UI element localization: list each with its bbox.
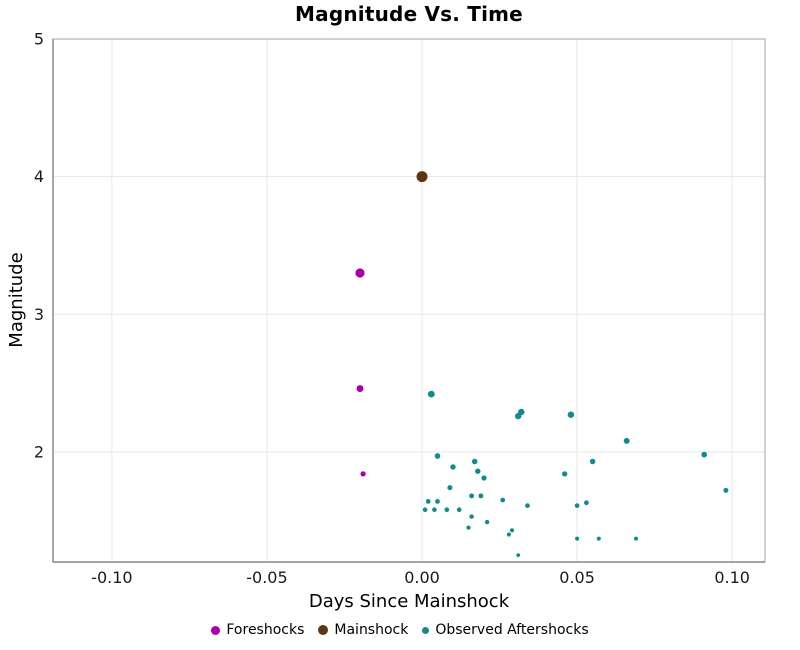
observed-aftershocks-point <box>509 528 515 533</box>
observed-aftershocks-point <box>447 485 453 491</box>
observed-aftershocks-point <box>633 536 639 541</box>
observed-aftershocks-marker-icon <box>422 626 430 634</box>
foreshocks-point <box>360 471 366 477</box>
y-tick-label: 2 <box>34 442 44 461</box>
observed-aftershocks-point <box>484 519 490 525</box>
observed-aftershocks-point <box>475 468 481 474</box>
observed-aftershocks-point <box>623 437 630 444</box>
x-axis-label: Days Since Mainshock <box>308 591 510 612</box>
observed-aftershocks-point <box>481 475 487 481</box>
observed-aftershocks-point <box>506 532 511 537</box>
foreshocks-point <box>356 385 364 393</box>
x-tick-label: 0.00 <box>404 568 440 587</box>
legend-label-mainshock: Mainshock <box>334 622 409 638</box>
x-tick-label: 0.10 <box>714 568 750 587</box>
observed-aftershocks-point <box>469 514 474 519</box>
observed-aftershocks-point <box>574 503 580 508</box>
observed-aftershocks-point <box>518 408 525 416</box>
y-tick-label: 3 <box>34 305 44 324</box>
observed-aftershocks-point <box>444 507 450 513</box>
mainshock-marker-icon <box>318 625 329 635</box>
legend-item-observed-aftershocks: Observed Aftershocks <box>422 622 589 638</box>
observed-aftershocks-point <box>469 493 475 499</box>
legend-item-foreshocks: Foreshocks <box>211 622 304 638</box>
chart-title: Magnitude Vs. Time <box>295 2 523 26</box>
observed-aftershocks-point <box>500 497 506 503</box>
observed-aftershocks-point <box>596 536 601 541</box>
observed-aftershocks-point <box>478 493 484 499</box>
observed-aftershocks-point <box>516 553 521 557</box>
observed-aftershocks-point <box>450 464 456 470</box>
observed-aftershocks-point <box>567 411 575 418</box>
observed-aftershocks-point <box>701 451 708 458</box>
observed-aftershocks-point <box>723 487 729 493</box>
observed-aftershocks-point <box>434 453 441 459</box>
observed-aftershocks-point <box>456 507 462 513</box>
observed-aftershocks-point <box>575 536 580 541</box>
x-tick-label: 0.05 <box>559 568 595 587</box>
y-tick-label: 5 <box>34 30 44 49</box>
observed-aftershocks-point <box>589 458 596 465</box>
observed-aftershocks-point <box>562 471 568 477</box>
observed-aftershocks-point <box>525 503 530 508</box>
legend: Foreshocks Mainshock Observed Aftershock… <box>0 622 800 638</box>
mainshock-point <box>416 171 428 183</box>
x-tick-label: -0.05 <box>246 568 287 587</box>
observed-aftershocks-point <box>432 507 437 513</box>
observed-aftershocks-point <box>435 499 440 504</box>
observed-aftershocks-point <box>425 499 431 504</box>
observed-aftershocks-point <box>584 500 589 506</box>
observed-aftershocks-point <box>471 458 478 465</box>
legend-label-observed-aftershocks: Observed Aftershocks <box>435 622 589 638</box>
observed-aftershocks-point <box>427 390 435 398</box>
legend-label-foreshocks: Foreshocks <box>226 622 305 638</box>
y-tick-label: 4 <box>34 167 44 186</box>
panel-border <box>52 38 766 563</box>
legend-item-mainshock: Mainshock <box>318 622 408 638</box>
foreshocks-marker-icon <box>211 625 221 635</box>
y-axis-label: Magnitude <box>6 252 27 348</box>
observed-aftershocks-point <box>422 507 428 513</box>
x-tick-label: -0.10 <box>91 568 132 587</box>
foreshocks-point <box>355 268 365 278</box>
observed-aftershocks-point <box>466 525 471 530</box>
